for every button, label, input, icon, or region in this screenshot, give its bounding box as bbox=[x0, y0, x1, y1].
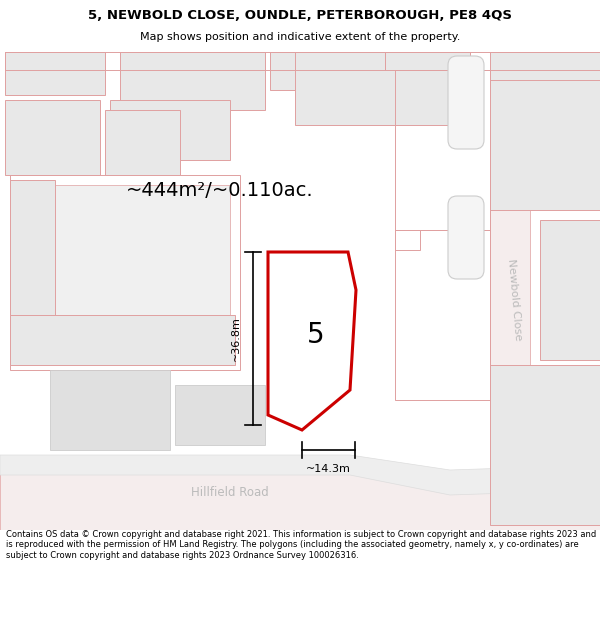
Polygon shape bbox=[10, 180, 55, 315]
Text: ~14.3m: ~14.3m bbox=[306, 464, 351, 474]
Polygon shape bbox=[490, 52, 600, 95]
Text: Hillfield Road: Hillfield Road bbox=[191, 486, 269, 499]
Polygon shape bbox=[5, 52, 105, 95]
Polygon shape bbox=[0, 470, 600, 530]
FancyBboxPatch shape bbox=[448, 56, 484, 149]
Polygon shape bbox=[0, 455, 600, 495]
Text: 5: 5 bbox=[307, 321, 325, 349]
FancyBboxPatch shape bbox=[448, 196, 484, 279]
Polygon shape bbox=[10, 315, 235, 365]
Polygon shape bbox=[270, 52, 375, 90]
Text: Newbold Close: Newbold Close bbox=[506, 259, 524, 341]
Polygon shape bbox=[5, 100, 100, 175]
Text: Contains OS data © Crown copyright and database right 2021. This information is : Contains OS data © Crown copyright and d… bbox=[6, 530, 596, 560]
Text: Map shows position and indicative extent of the property.: Map shows position and indicative extent… bbox=[140, 32, 460, 43]
Polygon shape bbox=[490, 365, 600, 525]
Polygon shape bbox=[120, 52, 265, 110]
Polygon shape bbox=[295, 52, 470, 125]
Text: 5, NEWBOLD CLOSE, OUNDLE, PETERBOROUGH, PE8 4QS: 5, NEWBOLD CLOSE, OUNDLE, PETERBOROUGH, … bbox=[88, 9, 512, 22]
Polygon shape bbox=[490, 80, 600, 210]
Polygon shape bbox=[110, 100, 230, 160]
Text: ~444m²/~0.110ac.: ~444m²/~0.110ac. bbox=[126, 181, 314, 199]
Polygon shape bbox=[50, 370, 170, 450]
Polygon shape bbox=[175, 385, 265, 445]
Polygon shape bbox=[540, 220, 600, 360]
Polygon shape bbox=[105, 110, 180, 175]
Polygon shape bbox=[490, 70, 530, 525]
Polygon shape bbox=[20, 185, 230, 360]
Polygon shape bbox=[268, 252, 356, 430]
Text: ~36.8m: ~36.8m bbox=[231, 316, 241, 361]
